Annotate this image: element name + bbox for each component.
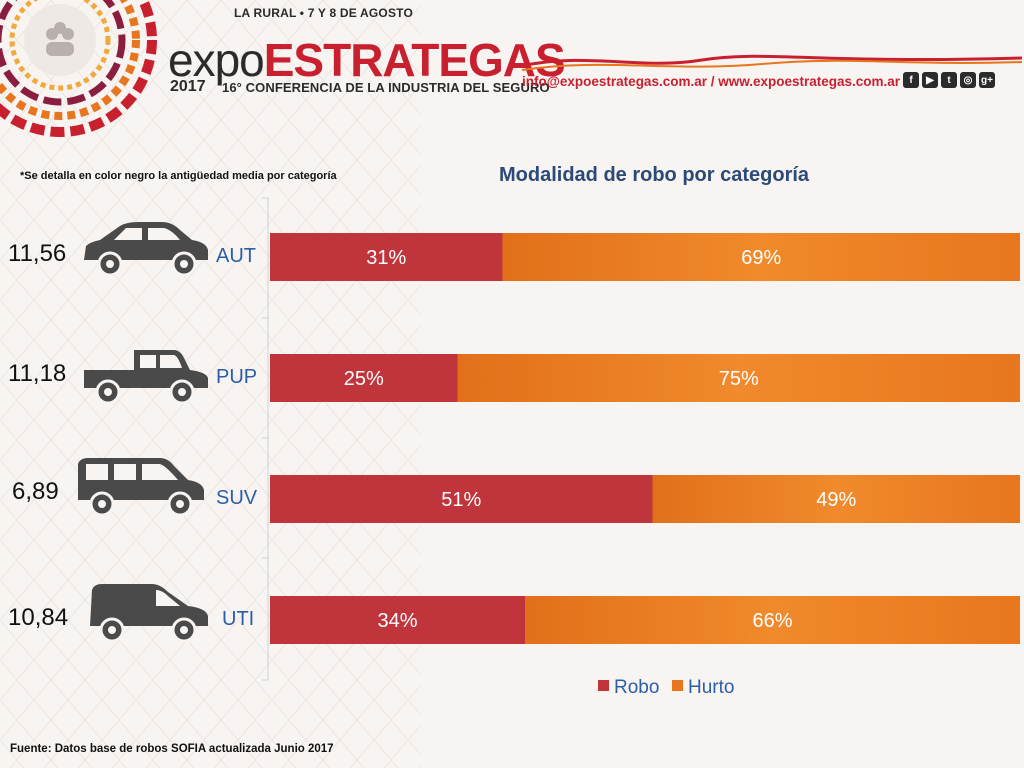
event-date: LA RURAL • 7 Y 8 DE AGOSTO — [234, 6, 413, 20]
instagram-icon[interactable]: ◎ — [960, 72, 976, 88]
age-uti: 10,84 — [8, 604, 69, 631]
facebook-icon[interactable]: f — [903, 72, 919, 88]
bar-robo-pup — [270, 354, 458, 402]
data-label-hurto-uti: 66% — [752, 610, 792, 632]
twitter-icon[interactable]: t — [941, 72, 957, 88]
van-icon — [90, 584, 208, 643]
legend-swatch-robo — [598, 680, 609, 691]
header: LA RURAL • 7 Y 8 DE AGOSTO expoESTRATEGA… — [0, 0, 1024, 150]
sedan-icon — [84, 222, 208, 277]
social-icons: f ▶ t ◎ g+ — [903, 72, 995, 88]
source-note: Fuente: Datos base de robos SOFIA actual… — [10, 743, 334, 755]
chart-note: *Se detalla en color negro la antigüedad… — [20, 170, 337, 182]
legend-label-robo: Robo — [614, 677, 659, 698]
suv-icon — [78, 458, 204, 517]
event-emblem — [0, 0, 157, 137]
header-swoosh — [522, 54, 1022, 71]
chart-title: Modalidad de robo por categoría — [499, 164, 810, 186]
age-aut: 11,56 — [8, 240, 67, 267]
category-label-suv: SUV — [216, 487, 258, 509]
category-label-uti: UTI — [222, 608, 255, 630]
bar-hurto-suv — [652, 475, 1020, 523]
bar-hurto-uti — [525, 596, 1020, 644]
google-plus-icon[interactable]: g+ — [979, 72, 995, 88]
legend-label-hurto: Hurto — [688, 677, 734, 698]
category-label-pup: PUP — [216, 366, 258, 388]
data-label-hurto-aut: 69% — [741, 247, 781, 269]
legend-swatch-hurto — [672, 680, 683, 691]
bar-robo-uti — [270, 596, 525, 644]
data-label-robo-suv: 51% — [441, 489, 481, 511]
pickup-icon — [84, 350, 208, 405]
category-label-aut: AUT — [216, 245, 256, 267]
event-subtitle: 16° CONFERENCIA DE LA INDUSTRIA DEL SEGU… — [222, 80, 550, 95]
people-icon — [46, 22, 74, 56]
logo-estrategas: ESTRATEGAS — [263, 34, 566, 86]
bar-hurto-aut — [502, 233, 1020, 281]
youtube-icon[interactable]: ▶ — [922, 72, 938, 88]
data-label-robo-aut: 31% — [366, 247, 406, 269]
logo-expo: expo — [168, 34, 265, 86]
data-label-hurto-suv: 49% — [816, 489, 856, 511]
event-year: 2017 — [170, 78, 206, 95]
age-pup: 11,18 — [8, 360, 67, 387]
age-suv: 6,89 — [12, 478, 59, 505]
data-label-robo-pup: 25% — [344, 368, 384, 390]
data-label-robo-uti: 34% — [377, 610, 417, 632]
bar-robo-suv — [270, 475, 653, 523]
contact-links[interactable]: info@expoestrategas.com.ar / www.expoest… — [522, 74, 901, 89]
data-label-hurto-pup: 75% — [719, 368, 759, 390]
bar-hurto-pup — [457, 354, 1020, 402]
event-logo: expoESTRATEGAS — [168, 34, 566, 86]
bar-robo-aut — [270, 233, 503, 281]
